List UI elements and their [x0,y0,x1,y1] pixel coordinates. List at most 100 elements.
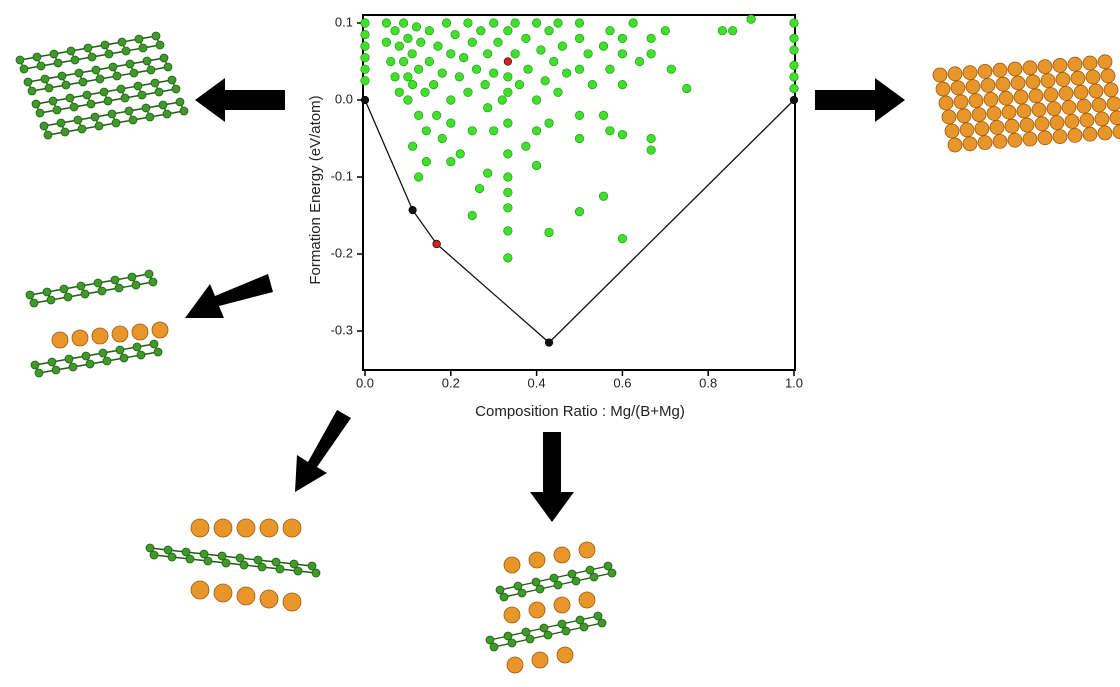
atom [16,56,24,64]
figure: 0.00.20.40.60.81.00.10.0-0.1-0.2-0.3 Com… [0,0,1120,682]
structure-point [532,161,541,170]
structure-point [545,26,554,35]
structure-point [790,46,799,55]
atom [109,63,117,71]
atom [135,35,143,43]
atom [47,296,55,304]
structure-point [429,80,438,89]
structure-point [412,23,421,32]
structure-point [468,38,477,47]
x-axis-title: Composition Ratio : Mg/(B+Mg) [475,403,685,420]
atom [260,519,278,537]
atom [65,355,73,363]
structure-point [422,157,431,166]
atom [1008,62,1022,76]
structure-point [425,57,434,66]
structure-point [468,127,477,136]
atom [84,44,92,52]
atom [933,68,947,82]
atom [562,627,570,635]
atom [149,278,157,286]
atom [128,273,136,281]
atom [104,97,112,105]
atom [49,97,57,105]
structure-point [524,65,533,74]
atom [75,69,83,77]
structure-point [647,34,656,43]
structure-point [504,119,513,128]
atom [111,276,119,284]
atom [116,346,124,354]
atom [154,348,162,356]
atom [54,59,62,67]
atom [1011,76,1025,90]
structure [146,544,320,577]
atom [115,284,123,292]
structure-point [522,142,531,151]
atom [1038,131,1052,145]
atom [160,54,168,62]
atom [993,63,1007,77]
atom [987,106,1001,120]
atom [579,592,595,608]
atom [536,585,544,593]
atom [52,366,60,374]
atom [975,122,989,136]
structure-point [532,127,541,136]
atom [948,67,962,81]
structure-point [494,38,503,47]
y-tick-label: -0.3 [331,322,353,337]
atom [92,66,100,74]
atom [951,81,965,95]
atom [240,561,248,569]
structure-point [647,50,656,59]
atom [120,354,128,362]
atom [35,369,43,377]
atom [1023,61,1037,75]
atom [152,322,168,338]
atom [1029,89,1043,103]
atom [572,577,580,585]
atom [69,363,77,371]
structure-point [541,76,550,85]
structure-point [425,26,434,35]
atom [91,113,99,121]
x-tick-label: 0.0 [356,375,374,390]
atom [70,103,78,111]
structure [32,76,180,117]
atom [1053,58,1067,72]
structure-point [468,211,477,220]
atom [98,287,106,295]
atom [96,75,104,83]
structure-point [395,88,404,97]
structure-point [481,80,490,89]
atom [146,113,154,121]
atom [1056,72,1070,86]
structure-point [361,65,370,74]
structure-point [575,34,584,43]
atom [214,584,232,602]
atom [40,122,48,130]
atom [554,597,570,613]
structure-point [575,207,584,216]
atom [963,137,977,151]
structure-point [522,34,531,43]
y-tick-label: 0.1 [335,14,353,29]
atom [152,32,160,40]
atom [1107,97,1120,111]
atom [1026,75,1040,89]
atom [507,657,523,673]
hull-point [790,96,798,104]
atom [1104,83,1118,97]
atom [960,123,974,137]
atom [1080,113,1094,127]
atom [133,343,141,351]
structure-point [483,103,492,112]
structure-point [414,65,423,74]
atom [122,47,130,55]
atom [74,116,82,124]
atom [132,324,148,340]
y-tick-label: -0.1 [331,168,353,183]
atom [159,101,167,109]
atom [108,110,116,118]
